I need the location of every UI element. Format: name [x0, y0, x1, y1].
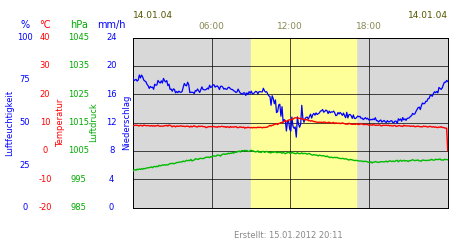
Text: 0: 0 — [42, 146, 48, 155]
Text: 24: 24 — [106, 33, 117, 42]
Text: Temperatur: Temperatur — [56, 98, 65, 147]
Text: Luftfeuchtigkeit: Luftfeuchtigkeit — [5, 90, 14, 156]
Text: Niederschlag: Niederschlag — [122, 95, 131, 150]
Bar — [251, 38, 356, 207]
Text: 995: 995 — [71, 175, 86, 184]
Text: 1035: 1035 — [68, 61, 89, 70]
Text: 1025: 1025 — [68, 90, 89, 99]
Text: hPa: hPa — [70, 20, 88, 30]
Text: 20: 20 — [40, 90, 50, 99]
Text: 25: 25 — [19, 160, 30, 170]
Text: -20: -20 — [38, 203, 52, 212]
Text: 14.01.04: 14.01.04 — [133, 12, 173, 20]
Text: 50: 50 — [19, 118, 30, 127]
Text: 12: 12 — [106, 118, 117, 127]
Text: 1005: 1005 — [68, 146, 89, 155]
Text: -10: -10 — [38, 175, 52, 184]
Text: 16: 16 — [106, 90, 117, 99]
Text: 10: 10 — [40, 118, 50, 127]
Text: 30: 30 — [40, 61, 50, 70]
Text: 0: 0 — [109, 203, 114, 212]
Text: 20: 20 — [106, 61, 117, 70]
Text: Erstellt: 15.01.2012 20:11: Erstellt: 15.01.2012 20:11 — [234, 231, 342, 240]
Text: 4: 4 — [109, 175, 114, 184]
Text: 40: 40 — [40, 33, 50, 42]
Text: °C: °C — [39, 20, 51, 30]
Text: %: % — [20, 20, 29, 30]
Text: 75: 75 — [19, 76, 30, 84]
Text: 1045: 1045 — [68, 33, 89, 42]
Text: Luftdruck: Luftdruck — [89, 102, 98, 142]
Text: 8: 8 — [109, 146, 114, 155]
Text: 14.01.04: 14.01.04 — [408, 12, 448, 20]
Text: 1015: 1015 — [68, 118, 89, 127]
Text: 0: 0 — [22, 203, 27, 212]
Text: 100: 100 — [17, 33, 32, 42]
Text: 985: 985 — [71, 203, 87, 212]
Text: mm/h: mm/h — [97, 20, 126, 30]
